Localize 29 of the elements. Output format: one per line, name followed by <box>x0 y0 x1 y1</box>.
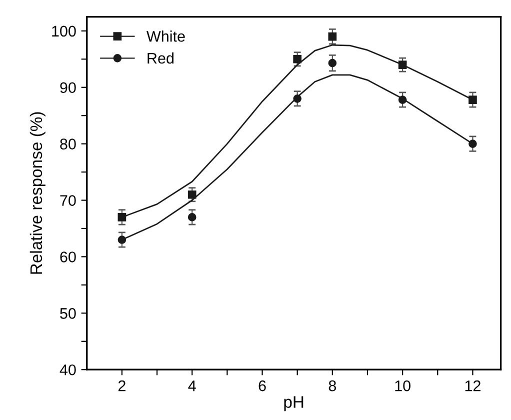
point <box>188 213 196 222</box>
point <box>293 94 302 103</box>
point <box>118 213 126 222</box>
x-tick-label: 2 <box>118 380 126 392</box>
point <box>188 190 196 199</box>
point <box>398 96 407 104</box>
point <box>118 236 126 244</box>
x-tick-label: 10 <box>395 380 410 392</box>
y-tick-label: 50 <box>60 308 76 319</box>
x-tick-label: 4 <box>188 380 196 392</box>
legend-label: White <box>146 30 185 42</box>
point <box>293 54 302 64</box>
legend-label: Red <box>148 52 174 64</box>
y-tick-label: 40 <box>60 364 76 376</box>
point <box>468 96 477 104</box>
point <box>328 32 337 41</box>
y-tick-label: 80 <box>60 138 76 150</box>
x-tick-label: 12 <box>465 380 480 392</box>
x-tick-label: 6 <box>258 380 266 392</box>
y-tick-label: 60 <box>60 252 76 262</box>
x-axis-title: pH <box>284 396 304 412</box>
point <box>468 140 477 148</box>
y-axis-title: Relative response (%) <box>30 112 46 274</box>
point <box>398 60 407 69</box>
y-tick-label: 90 <box>60 82 76 94</box>
x-tick-label: 8 <box>328 380 336 392</box>
y-tick-label: 100 <box>52 26 76 37</box>
y-tick-label: 70 <box>60 195 76 206</box>
point <box>328 58 337 68</box>
